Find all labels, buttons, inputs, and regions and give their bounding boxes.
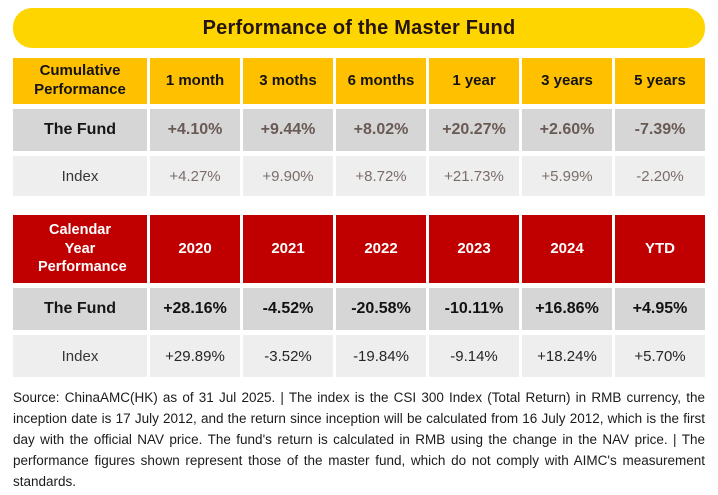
table-spacer — [13, 196, 705, 215]
column-header-3-moths: 3 moths — [243, 58, 333, 104]
row-label-fund: The Fund — [13, 109, 147, 151]
fund-value: +20.27% — [429, 109, 519, 151]
column-header-2022: 2022 — [336, 215, 426, 283]
index-value: +9.90% — [243, 156, 333, 196]
fund-value: +2.60% — [522, 109, 612, 151]
fund-value: +9.44% — [243, 109, 333, 151]
index-value: +29.89% — [150, 335, 240, 377]
row-label-fund: The Fund — [13, 288, 147, 330]
index-value: -2.20% — [615, 156, 705, 196]
index-value: +21.73% — [429, 156, 519, 196]
source-footnote: Source: ChinaAMC(HK) as of 31 Jul 2025. … — [13, 390, 705, 489]
calendar-header-label: Calendar Year Performance — [13, 215, 147, 283]
column-header-6-months: 6 months — [336, 58, 426, 104]
column-header-1-year: 1 year — [429, 58, 519, 104]
index-value: +4.27% — [150, 156, 240, 196]
cumulative-header-label: Cumulative Performance — [13, 58, 147, 104]
index-value: +8.72% — [336, 156, 426, 196]
fund-value: +4.95% — [615, 288, 705, 330]
title-bar: Performance of the Master Fund — [13, 8, 705, 48]
fund-value: +8.02% — [336, 109, 426, 151]
column-header-2024: 2024 — [522, 215, 612, 283]
fund-value: -4.52% — [243, 288, 333, 330]
fund-value: +16.86% — [522, 288, 612, 330]
index-value: -9.14% — [429, 335, 519, 377]
index-value: +5.70% — [615, 335, 705, 377]
index-value: +18.24% — [522, 335, 612, 377]
fund-value: +28.16% — [150, 288, 240, 330]
row-label-index: Index — [13, 156, 147, 196]
fund-value: -7.39% — [615, 109, 705, 151]
column-header-1-month: 1 month — [150, 58, 240, 104]
page-title: Performance of the Master Fund — [202, 16, 516, 39]
row-label-index: Index — [13, 335, 147, 377]
index-value: -3.52% — [243, 335, 333, 377]
fund-value: +4.10% — [150, 109, 240, 151]
column-header-2021: 2021 — [243, 215, 333, 283]
cumulative-performance-table: Cumulative Performance 1 month 3 moths 6… — [13, 58, 705, 196]
column-header-2020: 2020 — [150, 215, 240, 283]
fund-value: -10.11% — [429, 288, 519, 330]
index-value: +5.99% — [522, 156, 612, 196]
calendar-year-performance-table: Calendar Year Performance 2020 2021 2022… — [13, 215, 705, 377]
column-header-2023: 2023 — [429, 215, 519, 283]
column-header-3-years: 3 years — [522, 58, 612, 104]
index-value: -19.84% — [336, 335, 426, 377]
column-header-5-years: 5 years — [615, 58, 705, 104]
column-header-ytd: YTD — [615, 215, 705, 283]
fund-value: -20.58% — [336, 288, 426, 330]
